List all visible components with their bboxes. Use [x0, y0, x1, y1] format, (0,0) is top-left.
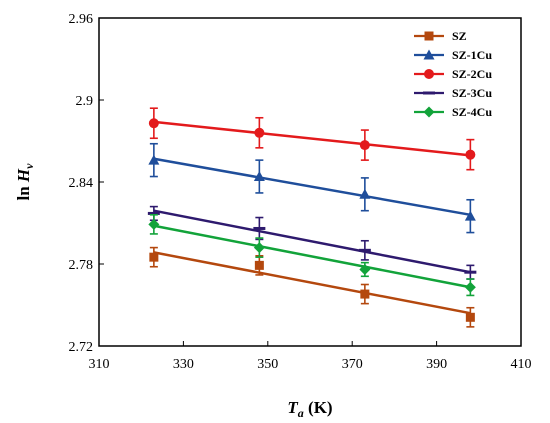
legend-marker: [424, 31, 434, 41]
data-point: [358, 248, 371, 252]
data-point: [253, 242, 265, 254]
x-tick-label: 310: [89, 357, 110, 372]
x-tick-label: 350: [257, 357, 278, 372]
x-tick-label: 390: [426, 357, 447, 372]
series-sz-3cu: [147, 205, 477, 280]
data-point: [254, 127, 265, 138]
x-axis-title: Ta (K): [287, 398, 332, 420]
y-tick-label: 2.84: [69, 176, 94, 191]
legend-marker: [423, 49, 435, 60]
x-tick-label: 410: [511, 357, 532, 372]
series-sz-4cu: [148, 214, 476, 297]
data-point: [147, 211, 160, 215]
fit-line: [153, 120, 471, 157]
legend-label: SZ-3Cu: [452, 86, 492, 100]
legend-label: SZ-4Cu: [452, 105, 492, 119]
series-sz: [149, 246, 475, 328]
series-sz-1cu: [148, 142, 476, 234]
y-tick-label: 2.72: [69, 340, 94, 355]
data-point: [253, 171, 265, 182]
legend-item: SZ-1Cu: [414, 48, 492, 62]
axis-ticks: 310 330 350 370 390 410 2.72 2.78 2.84 2.9 2.96: [69, 12, 532, 372]
fit-line: [153, 157, 471, 217]
data-point: [359, 188, 371, 199]
data-point: [148, 118, 159, 129]
x-tick-label: 330: [173, 357, 194, 372]
y-tick-label: 2.96: [69, 12, 94, 27]
data-point: [359, 140, 370, 151]
fit-line: [153, 251, 471, 315]
fit-line: [153, 224, 471, 289]
legend-label: SZ-2Cu: [452, 67, 492, 81]
legend: SZ SZ-1Cu SZ-2Cu SZ-3Cu SZ-4Cu: [414, 29, 492, 119]
data-point: [148, 154, 160, 165]
fit-line: [153, 209, 471, 274]
x-tick-label: 370: [342, 357, 363, 372]
data-point: [148, 218, 160, 230]
data-point: [465, 149, 476, 160]
y-tick-label: 2.9: [76, 94, 94, 109]
data-point: [254, 260, 264, 270]
data-point: [464, 210, 476, 221]
legend-marker: [423, 91, 435, 95]
legend-label: SZ: [452, 29, 467, 43]
data-point: [465, 312, 475, 322]
y-tick-label: 2.78: [69, 258, 94, 273]
data-point: [464, 281, 476, 293]
legend-item: SZ-3Cu: [414, 86, 492, 100]
y-axis-title: ln Hv: [14, 163, 36, 201]
data-point: [464, 270, 477, 274]
legend-item: SZ-2Cu: [414, 67, 492, 81]
legend-item: SZ-4Cu: [414, 105, 492, 119]
series-sz-2cu: [148, 107, 476, 171]
legend-label: SZ-1Cu: [452, 48, 492, 62]
data-point: [359, 263, 371, 275]
data-point: [253, 226, 266, 230]
data-point: [360, 289, 370, 299]
legend-marker: [423, 106, 435, 118]
data-point: [149, 252, 159, 262]
legend-item: SZ: [414, 29, 467, 43]
series-layer: [147, 107, 477, 328]
legend-marker: [424, 69, 434, 79]
